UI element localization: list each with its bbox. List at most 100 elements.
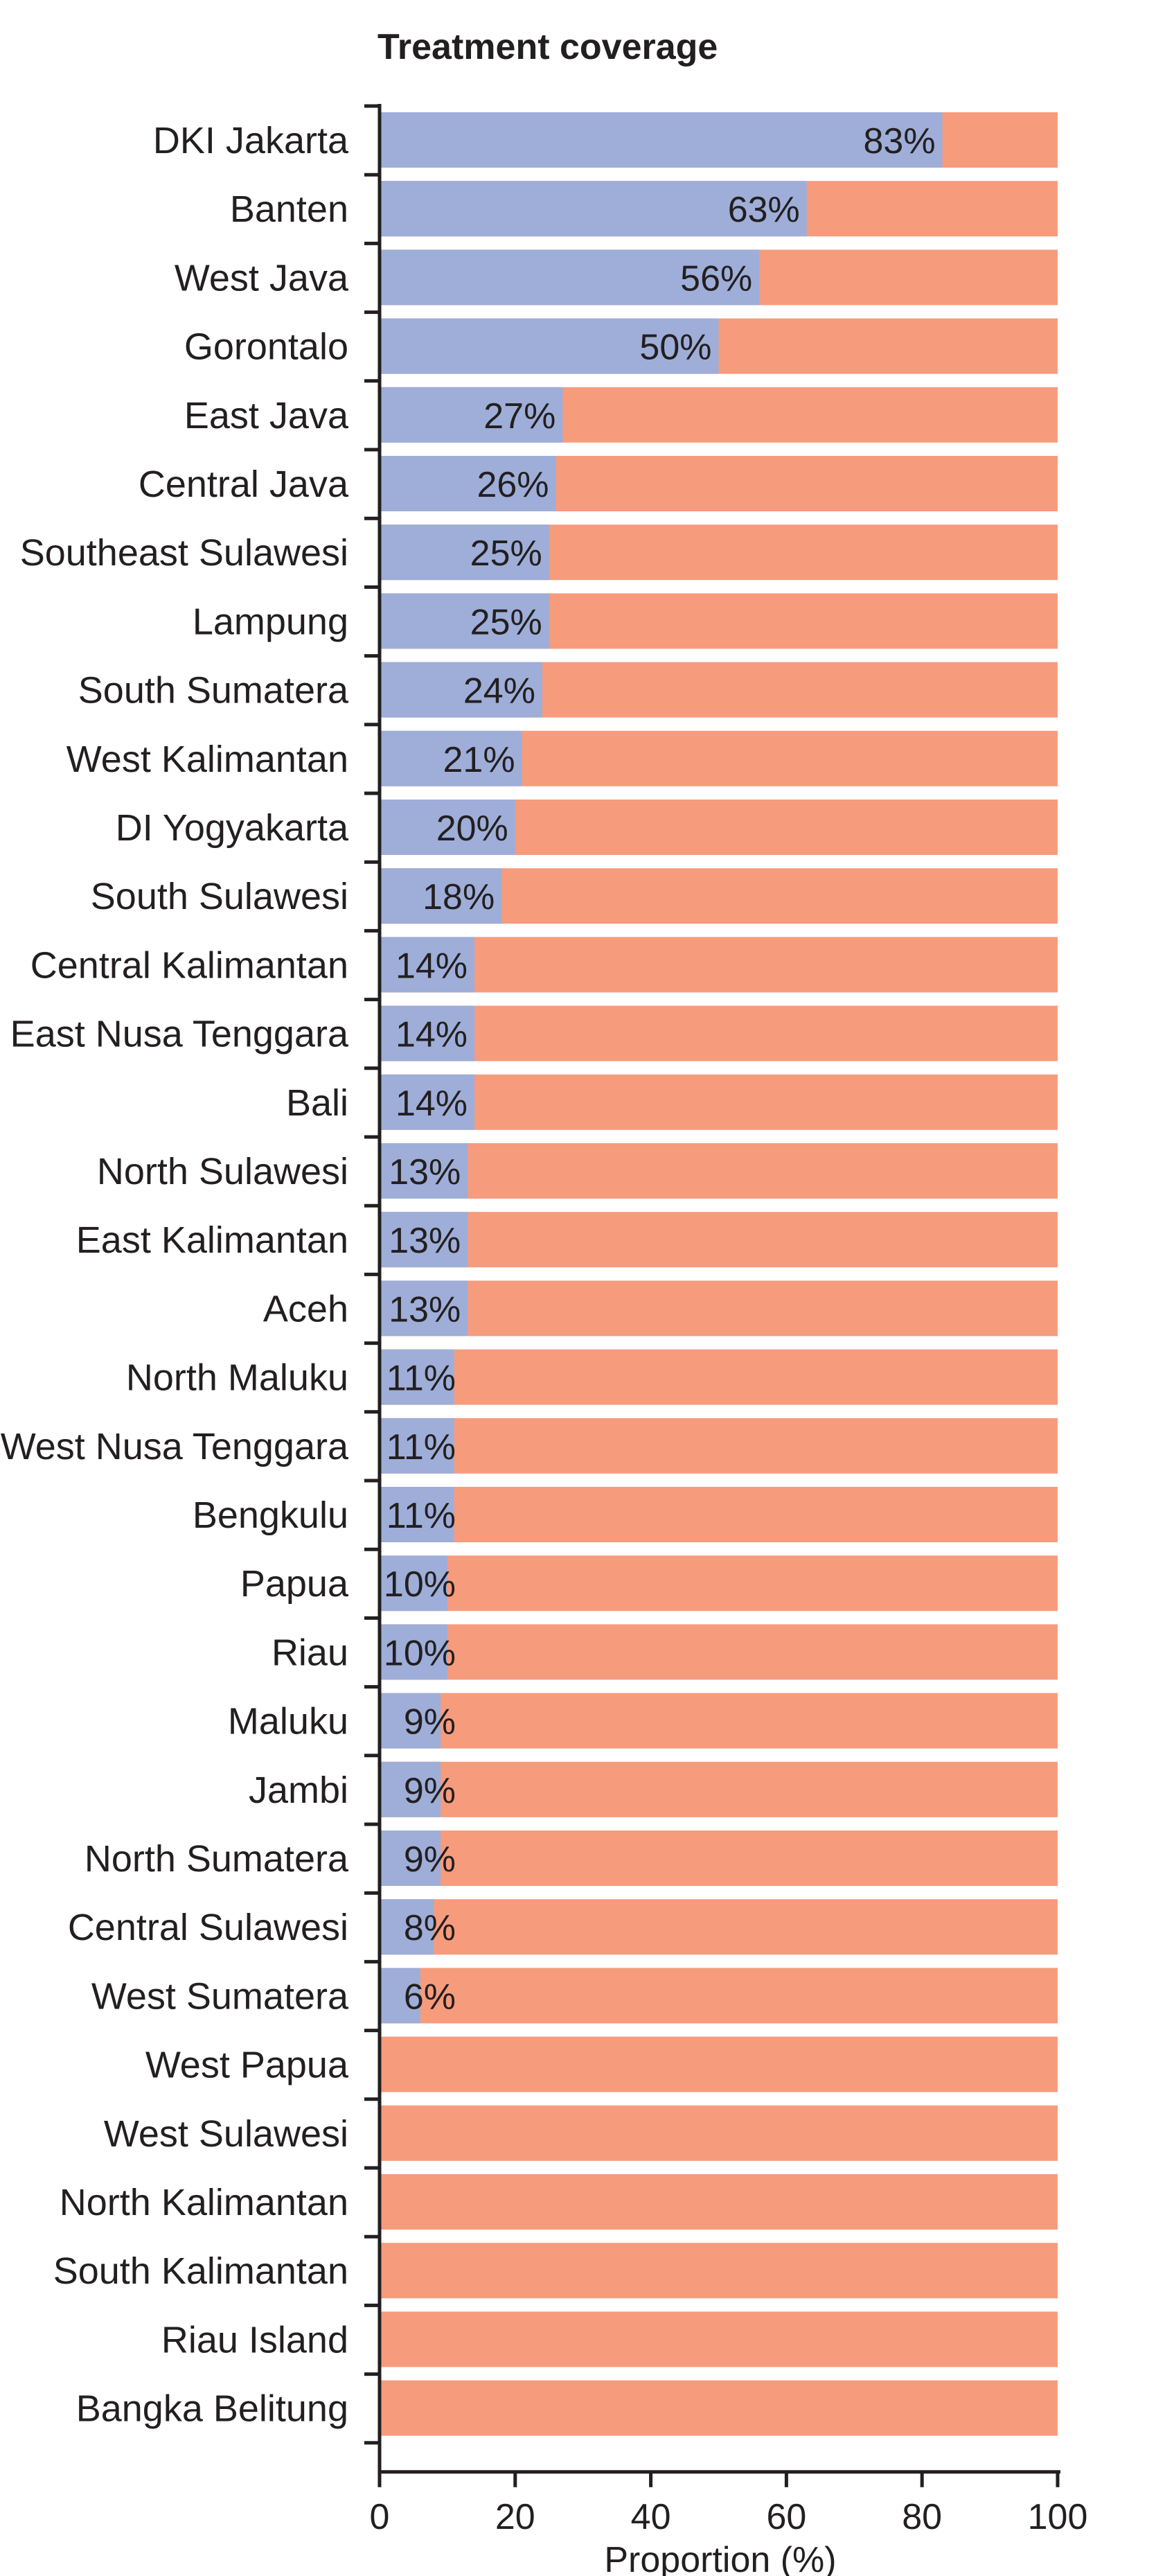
bar-covered (380, 1555, 447, 1612)
bar-covered (380, 800, 515, 855)
value-label: 13% (389, 1289, 461, 1330)
bar-uncovered (380, 1761, 1058, 1817)
bar-covered (380, 112, 943, 168)
category-label: North Maluku (126, 1357, 348, 1399)
category-label: West Sulawesi (104, 2113, 348, 2155)
category-label: South Sulawesi (91, 876, 348, 917)
value-label: 13% (389, 1152, 461, 1192)
bar-covered (380, 593, 549, 649)
y-axis-ticks (364, 104, 380, 2445)
bar-uncovered (380, 2036, 1058, 2092)
bar-uncovered (380, 2174, 1058, 2230)
bar-covered (380, 1624, 447, 1680)
bar-uncovered (380, 1830, 1058, 1886)
bar-covered (380, 1349, 454, 1405)
value-label: 27% (483, 396, 555, 436)
x-tick-label: 80 (902, 2497, 942, 2537)
value-label: 83% (863, 121, 935, 161)
category-label: DI Yogyakarta (116, 807, 349, 849)
value-label: 11% (386, 1496, 456, 1536)
category-label: North Sumatera (85, 1838, 349, 1880)
bar-uncovered (380, 1693, 1058, 1749)
bar-uncovered (380, 1624, 1058, 1680)
bar-covered (380, 1074, 475, 1130)
value-label: 9% (404, 1702, 456, 1743)
category-label: Gorontalo (184, 326, 348, 368)
bar-covered (380, 524, 549, 581)
category-labels: DKI Jakarta Banten West Java Gorontalo East … (1, 120, 349, 2430)
value-label: 14% (395, 946, 468, 986)
value-label: 25% (470, 602, 542, 642)
category-label: Papua (240, 1563, 349, 1605)
category-label: Maluku (228, 1701, 348, 1743)
bar-covered (380, 1212, 468, 1268)
value-label: 18% (423, 877, 495, 917)
bar-covered (380, 387, 563, 443)
bar-uncovered (380, 1074, 1058, 1130)
value-label: 26% (477, 465, 549, 505)
category-label: West Nusa Tenggara (1, 1426, 349, 1467)
bar-uncovered (380, 1968, 1058, 2024)
value-label: 50% (639, 328, 711, 368)
value-label: 56% (680, 258, 752, 299)
bar-uncovered (380, 1555, 1058, 1612)
bar-uncovered (380, 2311, 1058, 2367)
bar-covered (380, 1280, 468, 1336)
bar-uncovered (380, 2380, 1058, 2436)
x-tick-label: 0 (370, 2497, 390, 2537)
value-label: 6% (404, 1977, 456, 2017)
value-label: 9% (404, 1840, 456, 1880)
bar-group (380, 112, 1058, 2436)
bar-uncovered (380, 1143, 1058, 1199)
bar-covered (380, 318, 719, 374)
bar-covered (380, 1899, 434, 1955)
value-label: 20% (436, 809, 508, 849)
bar-covered (380, 456, 556, 511)
bar-covered (380, 1143, 468, 1199)
category-label: South Kalimantan (53, 2250, 348, 2292)
chart-title: Treatment coverage (377, 27, 718, 67)
bar-covered (380, 1761, 441, 1817)
bar-uncovered (380, 1280, 1058, 1336)
category-label: South Sumatera (78, 670, 349, 712)
value-label: 8% (404, 1908, 456, 1948)
x-tick-label: 60 (766, 2497, 806, 2537)
category-label: West Sumatera (91, 1975, 349, 2017)
x-tick-label: 40 (631, 2497, 671, 2537)
bar-uncovered (380, 1418, 1058, 1474)
value-label: 11% (386, 1427, 456, 1467)
bar-uncovered (380, 1005, 1058, 1061)
category-label: North Kalimantan (60, 2182, 348, 2223)
value-label: 14% (395, 1015, 468, 1055)
bar-covered (380, 868, 502, 924)
value-label: 9% (404, 1771, 456, 1811)
category-label: West Papua (145, 2045, 349, 2086)
value-label: 13% (389, 1221, 461, 1261)
category-label: Central Java (139, 464, 349, 505)
bar-covered (380, 937, 475, 993)
value-label: 14% (395, 1084, 468, 1124)
bar-covered (380, 1830, 441, 1886)
bar-uncovered (380, 1349, 1058, 1405)
category-label: East Nusa Tenggara (10, 1014, 349, 1055)
value-label: 21% (443, 740, 515, 780)
bar-uncovered (380, 2105, 1058, 2161)
x-axis-ticks: 0 20 40 60 80 100 (370, 2471, 1088, 2537)
bar-uncovered (380, 2243, 1058, 2299)
category-label: Central Sulawesi (68, 1907, 348, 1948)
category-label: Bali (286, 1082, 348, 1124)
category-label: Bangka Belitung (76, 2388, 348, 2430)
bar-uncovered (380, 1487, 1058, 1542)
bar-uncovered (380, 1899, 1058, 1955)
value-label: 10% (384, 1633, 456, 1673)
category-label: West Java (175, 257, 349, 299)
x-tick-label: 100 (1028, 2497, 1088, 2537)
category-label: Lampung (193, 601, 348, 642)
bar-covered (380, 1487, 454, 1542)
value-label: 24% (463, 671, 535, 712)
category-label: Riau (272, 1632, 348, 1673)
category-label: Southeast Sulawesi (20, 532, 348, 574)
category-label: Jambi (249, 1770, 348, 1811)
bar-covered (380, 181, 807, 237)
